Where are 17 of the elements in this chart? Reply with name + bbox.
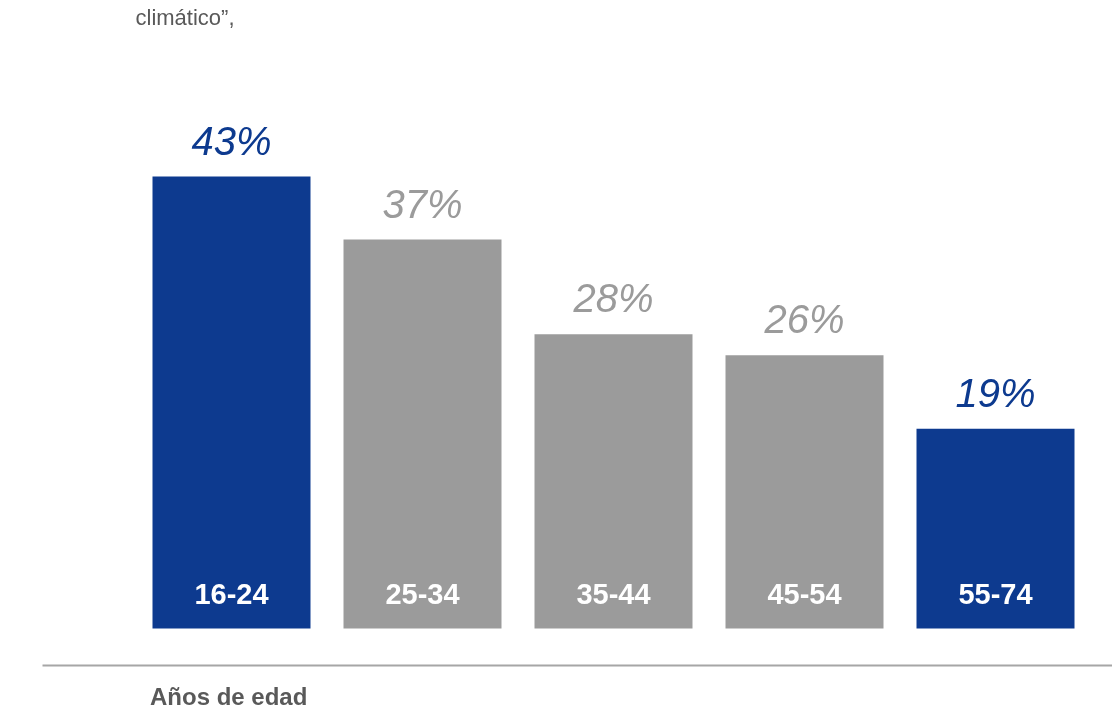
data-label: 28% — [572, 276, 654, 321]
bar — [916, 428, 1075, 629]
x-axis-title: Años de edad — [150, 682, 308, 712]
bar — [534, 334, 693, 629]
x-tick-label: 55-74 — [958, 577, 1033, 610]
bar — [725, 355, 884, 629]
x-tick-label: 45-54 — [767, 577, 842, 610]
data-label: 43% — [191, 118, 272, 163]
x-tick-label: 16-24 — [194, 577, 269, 610]
x-tick-label: 35-44 — [576, 577, 651, 610]
bar — [152, 176, 311, 629]
data-label: 37% — [382, 181, 463, 226]
bar — [343, 239, 502, 629]
x-tick-label: 25-34 — [385, 577, 460, 610]
data-label: 19% — [955, 370, 1036, 415]
data-label: 26% — [763, 297, 845, 342]
chart-title: climático”, — [135, 4, 235, 30]
